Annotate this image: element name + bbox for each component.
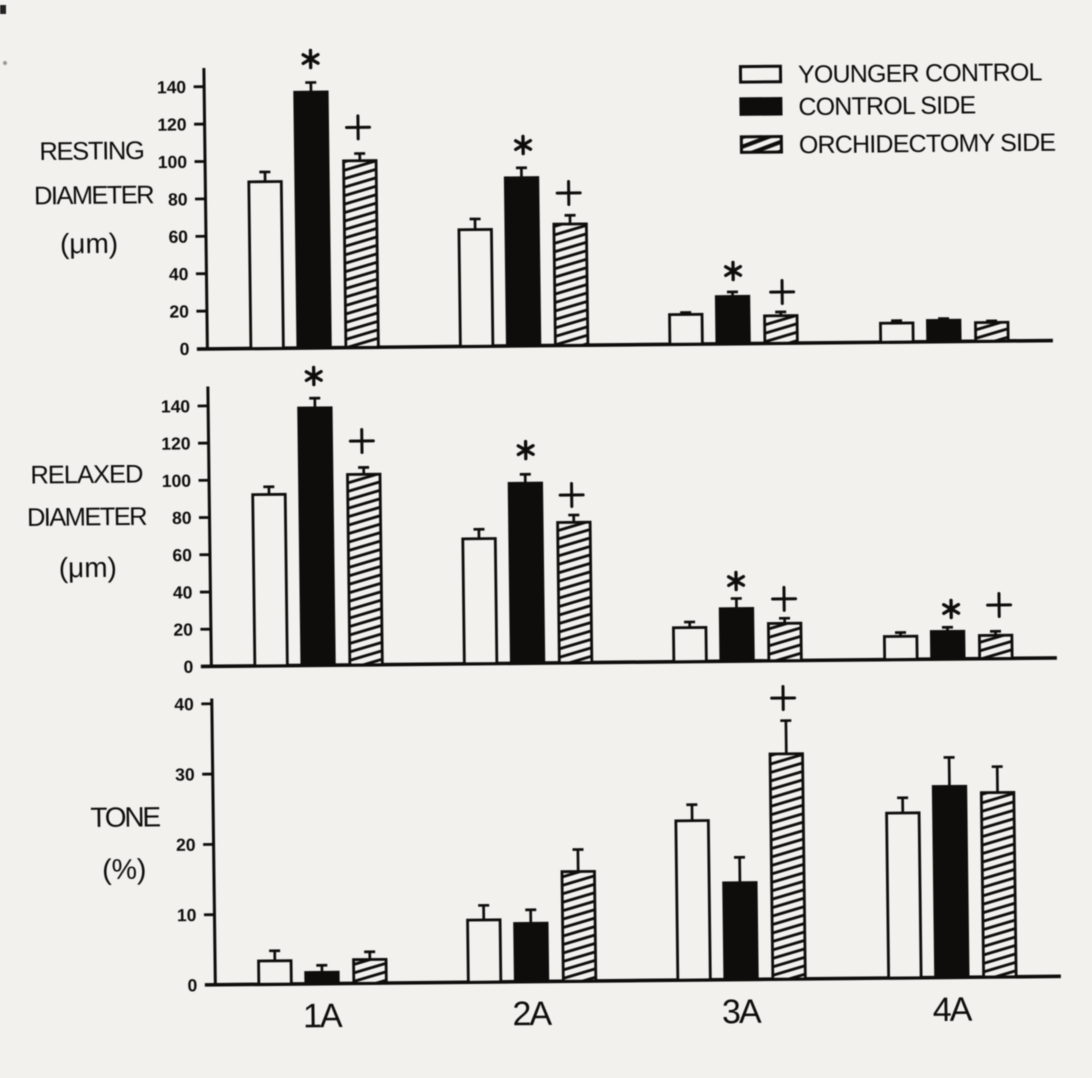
svg-text:3A: 3A <box>722 993 762 1031</box>
svg-text:20: 20 <box>169 301 189 321</box>
svg-text:DIAMETER: DIAMETER <box>27 503 147 532</box>
svg-text:4A: 4A <box>933 991 973 1029</box>
svg-text:0: 0 <box>187 975 197 995</box>
svg-text:100: 100 <box>162 471 192 491</box>
svg-text:20: 20 <box>176 835 196 855</box>
svg-text:80: 80 <box>172 508 192 528</box>
svg-text:30: 30 <box>175 764 195 784</box>
svg-text:ORCHIDECTOMY SIDE: ORCHIDECTOMY SIDE <box>799 129 1056 160</box>
svg-text:(μm): (μm) <box>60 228 118 260</box>
svg-text:(%): (%) <box>102 854 147 886</box>
svg-text:0: 0 <box>180 339 190 359</box>
svg-text:20: 20 <box>173 620 193 640</box>
svg-text:120: 120 <box>161 433 191 453</box>
svg-text:120: 120 <box>157 114 187 134</box>
svg-text:1A: 1A <box>303 997 343 1035</box>
svg-text:140: 140 <box>157 77 187 97</box>
svg-text:140: 140 <box>161 396 191 416</box>
svg-text:YOUNGER CONTROL: YOUNGER CONTROL <box>798 58 1043 88</box>
svg-text:40: 40 <box>173 582 193 602</box>
svg-text:40: 40 <box>174 694 194 714</box>
svg-text:(μm): (μm) <box>59 552 117 584</box>
svg-text:CONTROL SIDE: CONTROL SIDE <box>798 91 975 121</box>
svg-text:0: 0 <box>183 657 193 677</box>
svg-text:80: 80 <box>168 189 188 209</box>
svg-text:TONE: TONE <box>90 801 160 833</box>
svg-text:100: 100 <box>158 152 188 172</box>
svg-text:60: 60 <box>168 227 188 247</box>
svg-text:2A: 2A <box>512 995 552 1033</box>
svg-text:40: 40 <box>169 264 189 284</box>
svg-text:10: 10 <box>177 905 197 925</box>
svg-text:RESTING: RESTING <box>39 137 144 166</box>
svg-text:60: 60 <box>172 545 192 565</box>
svg-text:DIAMETER: DIAMETER <box>34 181 154 210</box>
svg-text:RELAXED: RELAXED <box>30 460 143 489</box>
